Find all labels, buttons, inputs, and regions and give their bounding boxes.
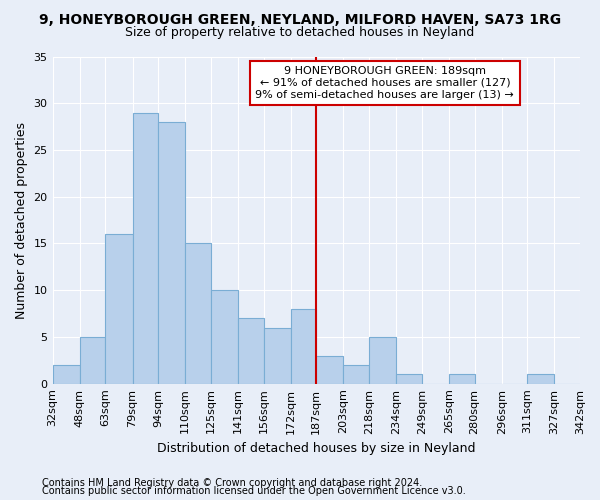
Bar <box>158 122 185 384</box>
Bar <box>133 112 158 384</box>
Text: Contains HM Land Registry data © Crown copyright and database right 2024.: Contains HM Land Registry data © Crown c… <box>42 478 422 488</box>
Text: Contains public sector information licensed under the Open Government Licence v3: Contains public sector information licen… <box>42 486 466 496</box>
Y-axis label: Number of detached properties: Number of detached properties <box>15 122 28 318</box>
Bar <box>291 309 316 384</box>
Bar <box>527 374 554 384</box>
Bar <box>238 318 263 384</box>
Bar <box>316 356 343 384</box>
X-axis label: Distribution of detached houses by size in Neyland: Distribution of detached houses by size … <box>157 442 476 455</box>
Bar <box>105 234 133 384</box>
Text: 9 HONEYBOROUGH GREEN: 189sqm
← 91% of detached houses are smaller (127)
9% of se: 9 HONEYBOROUGH GREEN: 189sqm ← 91% of de… <box>256 66 514 100</box>
Bar <box>343 365 369 384</box>
Bar <box>449 374 475 384</box>
Bar <box>185 244 211 384</box>
Bar <box>369 337 396 384</box>
Bar <box>80 337 105 384</box>
Bar <box>263 328 291 384</box>
Bar <box>53 365 80 384</box>
Bar <box>211 290 238 384</box>
Text: 9, HONEYBOROUGH GREEN, NEYLAND, MILFORD HAVEN, SA73 1RG: 9, HONEYBOROUGH GREEN, NEYLAND, MILFORD … <box>39 12 561 26</box>
Text: Size of property relative to detached houses in Neyland: Size of property relative to detached ho… <box>125 26 475 39</box>
Bar <box>396 374 422 384</box>
